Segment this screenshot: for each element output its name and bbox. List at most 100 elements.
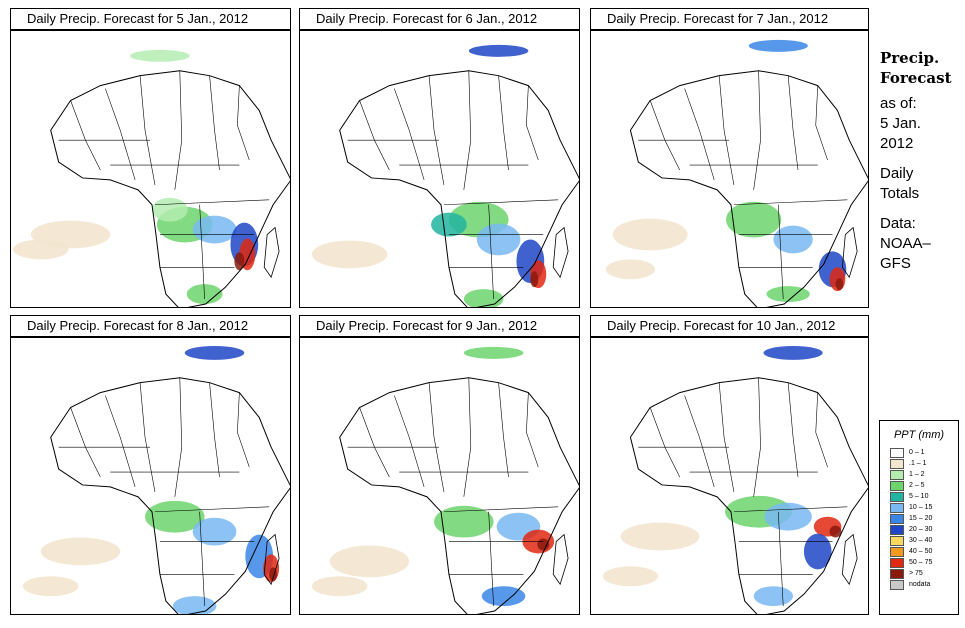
legend-swatch	[890, 458, 904, 469]
country-border	[443, 506, 559, 513]
country-border	[488, 511, 494, 607]
madagascar-outline	[263, 226, 280, 279]
country-border	[733, 506, 848, 513]
precip-area	[151, 197, 188, 222]
legend-label: 5 – 10	[909, 493, 929, 500]
africa-coastline	[629, 377, 868, 614]
legend-label: 2 – 5	[909, 482, 925, 489]
legend-swatch	[890, 568, 904, 579]
country-border	[154, 199, 270, 206]
legend-item: 10 – 15	[890, 502, 958, 513]
asof-date-line1: 5 Jan.	[880, 115, 921, 132]
country-border	[237, 392, 250, 468]
precip-area	[145, 500, 205, 533]
country-border	[488, 204, 494, 300]
map-svg	[11, 31, 290, 307]
madagascar-outline	[841, 226, 858, 279]
precip-area	[748, 39, 808, 52]
country-border	[139, 75, 156, 185]
precip-area	[764, 502, 812, 531]
madagascar-outline	[552, 533, 569, 586]
forecast-map-6	[590, 337, 869, 615]
country-border	[463, 70, 472, 190]
map-svg	[300, 338, 579, 614]
country-border	[498, 75, 509, 171]
africa-coastline	[339, 70, 579, 307]
country-border	[815, 392, 828, 468]
legend-swatch	[890, 491, 904, 502]
forecast-map-1	[10, 30, 291, 308]
country-border	[199, 511, 205, 607]
legend-label: 15 – 20	[909, 515, 933, 522]
legend-swatch	[890, 513, 904, 524]
precip-area	[803, 533, 832, 570]
country-border	[526, 85, 539, 161]
legend-label: 50 – 75	[909, 559, 933, 566]
forecast-map-3	[590, 30, 869, 308]
legend-label: 30 – 40	[909, 537, 933, 544]
legend-swatch	[890, 546, 904, 557]
precip-area	[172, 596, 217, 614]
panel-title-5: Daily Precip. Forecast for 9 Jan., 2012	[299, 315, 580, 337]
legend-item: 50 – 75	[890, 557, 958, 568]
legend-item: 30 – 40	[890, 535, 958, 546]
country-border	[498, 382, 509, 478]
legend-swatch	[890, 480, 904, 491]
country-border	[733, 199, 848, 206]
madagascar-outline	[263, 533, 280, 586]
legend-label: nodata	[909, 581, 931, 588]
africa-coastline	[50, 377, 290, 614]
panel-title-4: Daily Precip. Forecast for 8 Jan., 2012	[10, 315, 291, 337]
panel-title-2: Daily Precip. Forecast for 6 Jan., 2012	[299, 8, 580, 30]
precip-area	[773, 225, 813, 254]
country-border	[787, 75, 799, 171]
country-border	[778, 511, 784, 607]
country-border	[209, 382, 220, 478]
precip-legend: PPT (mm) 0 – 1 .1 – 1 1 – 2 2 – 5 5 – 10 10 –…	[879, 420, 959, 615]
madagascar-outline	[552, 226, 569, 279]
country-border	[718, 75, 735, 185]
country-border	[174, 70, 183, 190]
precip-area	[184, 345, 245, 360]
legend-item: 40 – 50	[890, 546, 958, 557]
legend-item: 0 – 1	[890, 447, 958, 458]
precip-area	[468, 44, 529, 57]
precip-area	[835, 278, 844, 291]
legend-item: 1 – 2	[890, 469, 958, 480]
precip-area	[476, 223, 521, 256]
forecast-map-2	[299, 30, 580, 308]
precip-area	[329, 545, 410, 578]
forecast-map-4	[10, 337, 291, 615]
country-border	[237, 85, 250, 161]
madagascar-outline	[841, 533, 858, 586]
precip-area	[234, 252, 245, 271]
africa-coastline	[339, 377, 579, 614]
precip-area	[537, 538, 550, 551]
africa-coastline	[50, 70, 290, 307]
precip-area	[431, 212, 467, 237]
legend-label: 1 – 2	[909, 471, 925, 478]
data-line1: Data:	[880, 215, 916, 232]
data-line3: GFS	[880, 255, 911, 272]
precip-area	[829, 525, 842, 538]
asof-label: as of:	[880, 95, 917, 112]
legend-item: .1 – 1	[890, 458, 958, 469]
legend-label: 0 – 1	[909, 449, 925, 456]
legend-swatch	[890, 447, 904, 458]
legend-label: .1 – 1	[909, 460, 927, 467]
legend-item: nodata	[890, 579, 958, 590]
precip-area	[192, 517, 237, 546]
country-border	[105, 395, 136, 488]
legend-title: PPT (mm)	[893, 429, 945, 441]
country-border	[394, 88, 425, 181]
legend-item: 20 – 30	[890, 524, 958, 535]
precip-area	[612, 218, 688, 251]
legend-swatch	[890, 557, 904, 568]
country-border	[139, 382, 156, 492]
legend-swatch	[890, 502, 904, 513]
country-border	[154, 506, 270, 513]
legend-rows: 0 – 1 .1 – 1 1 – 2 2 – 5 5 – 10 10 – 15 15 – 2…	[880, 447, 958, 590]
country-border	[199, 204, 205, 300]
side-heading-line1: Precip.	[880, 49, 940, 67]
precip-area	[130, 49, 190, 62]
